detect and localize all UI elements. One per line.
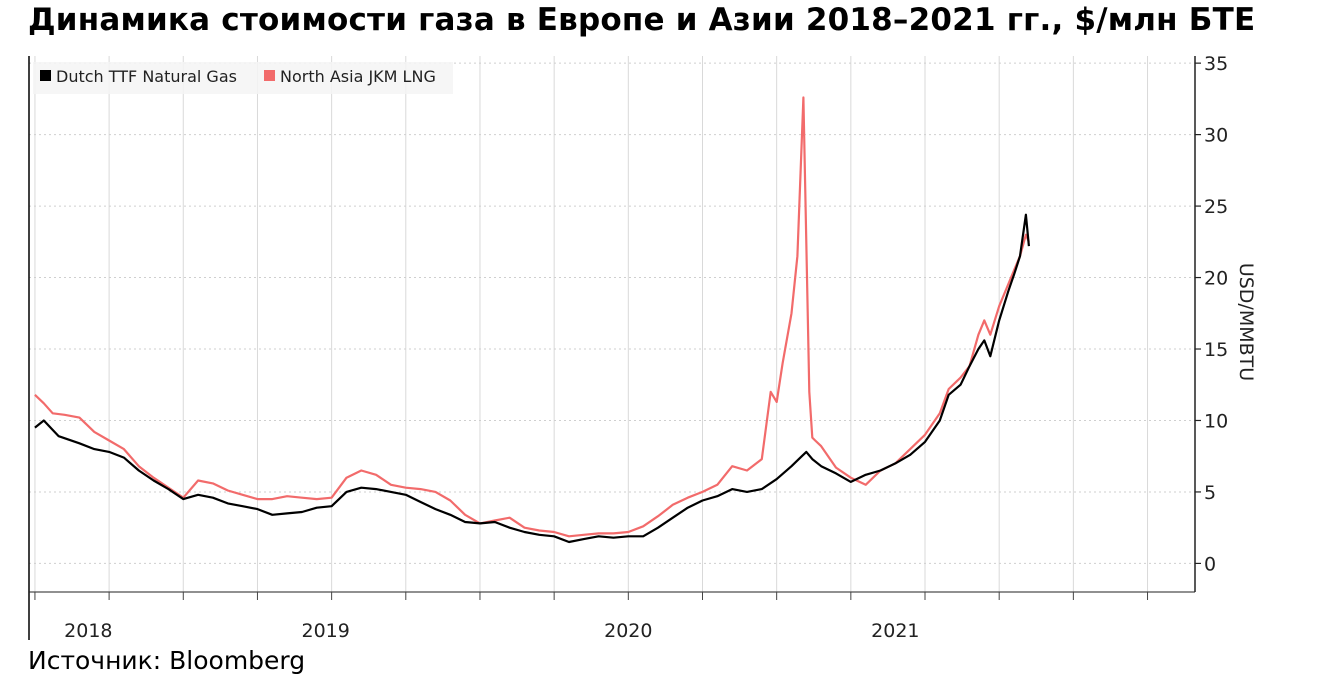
legend-entry-dutch-ttf: Dutch TTF Natural Gas <box>56 67 237 86</box>
x-tick-label: 2021 <box>871 620 919 642</box>
y-tick-label: 25 <box>1204 196 1228 218</box>
x-tick-label: 2018 <box>64 620 112 642</box>
y-tick-label: 35 <box>1204 53 1228 75</box>
y-tick-label: 20 <box>1204 268 1228 290</box>
y-tick-label: 15 <box>1204 339 1228 361</box>
series-line-dutch-ttf <box>34 213 1030 544</box>
legend-entry-jkm-lng: North Asia JKM LNG <box>280 67 436 86</box>
x-tick-label: 2020 <box>604 620 652 642</box>
source-note: Источник: Bloomberg <box>28 646 306 675</box>
grid-lines <box>29 56 1195 592</box>
chart-title: Динамика стоимости газа в Европе и Азии … <box>28 2 1256 38</box>
x-tick-label: 2019 <box>302 620 350 642</box>
y-tick-label: 5 <box>1204 482 1216 504</box>
axis-ticks: 0 5 10 15 20 25 30 35 2018 2019 2020 2021 <box>34 53 1228 642</box>
y-tick-label: 10 <box>1204 410 1228 432</box>
legend-swatch-dutch-ttf <box>40 70 51 81</box>
legend-swatch-jkm-lng <box>264 70 275 81</box>
y-axis-label: USD/MMBTU <box>1235 263 1257 381</box>
legend: Dutch TTF Natural Gas North Asia JKM LNG <box>33 62 453 94</box>
y-tick-label: 30 <box>1204 125 1228 147</box>
y-tick-label: 0 <box>1204 553 1216 575</box>
legend-background <box>33 62 453 94</box>
series-line-jkm-lng <box>34 96 1030 538</box>
series-layer <box>34 96 1030 544</box>
